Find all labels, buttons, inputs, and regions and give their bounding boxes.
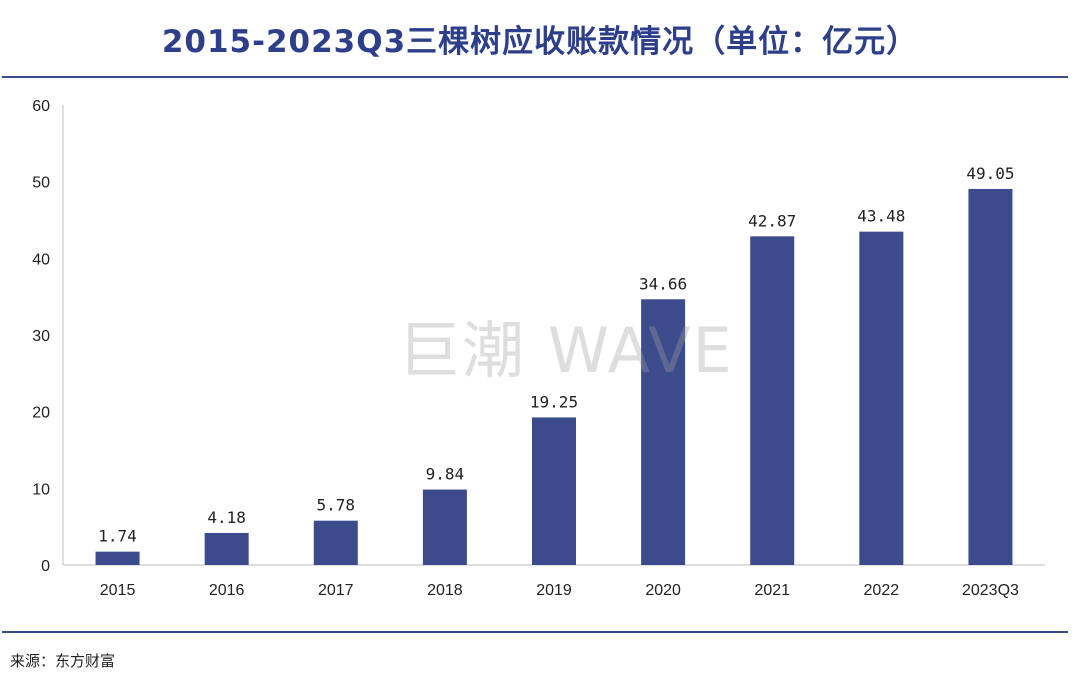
- bar: [313, 520, 358, 565]
- x-tick-label: 2020: [645, 582, 681, 599]
- bar: [968, 188, 1013, 565]
- y-tick-label: 20: [32, 405, 50, 422]
- bar: [641, 299, 686, 565]
- x-tick-label: 2015: [100, 582, 136, 599]
- x-tick-label: 2021: [754, 582, 790, 599]
- x-tick-label: 2017: [318, 582, 354, 599]
- bar-chart: 0 10 20 30 40 50 60 1.74 2015 4.18 2016 5.78 2017 9.8…: [32, 98, 1045, 599]
- y-tick-label: 50: [32, 175, 50, 192]
- data-label: 9.84: [426, 465, 465, 484]
- x-tick-label: 2019: [536, 582, 572, 599]
- bar: [750, 236, 795, 565]
- chart-title: 2015-2023Q3三棵树应收账款情况（单位：亿元）: [161, 24, 919, 60]
- data-label: 42.87: [748, 211, 796, 230]
- y-tick-label: 40: [32, 251, 50, 268]
- y-tick-label: 10: [32, 481, 50, 498]
- data-label: 49.05: [966, 164, 1014, 183]
- bar: [95, 551, 140, 565]
- y-tick-label: 60: [32, 98, 50, 115]
- bottom-divider: [2, 631, 1068, 633]
- x-tick-label: 2023Q3: [962, 582, 1019, 599]
- data-label: 43.48: [857, 207, 905, 226]
- bar: [204, 532, 249, 565]
- x-tick-label: 2018: [427, 582, 463, 599]
- data-label: 19.25: [530, 392, 578, 411]
- top-divider: [2, 76, 1068, 78]
- y-tick-label: 0: [41, 558, 50, 575]
- data-label: 1.74: [98, 527, 137, 546]
- source-note: 来源：东方财富: [10, 652, 116, 670]
- data-label: 34.66: [639, 274, 687, 293]
- bar: [532, 417, 576, 565]
- bar: [422, 489, 467, 565]
- x-tick-label: 2016: [209, 582, 245, 599]
- data-label: 4.18: [207, 508, 246, 527]
- data-label: 5.78: [317, 496, 356, 515]
- x-tick-label: 2022: [864, 582, 900, 599]
- bar: [859, 231, 904, 566]
- watermark: 巨潮 WAVE: [398, 314, 734, 387]
- y-tick-label: 30: [32, 328, 50, 345]
